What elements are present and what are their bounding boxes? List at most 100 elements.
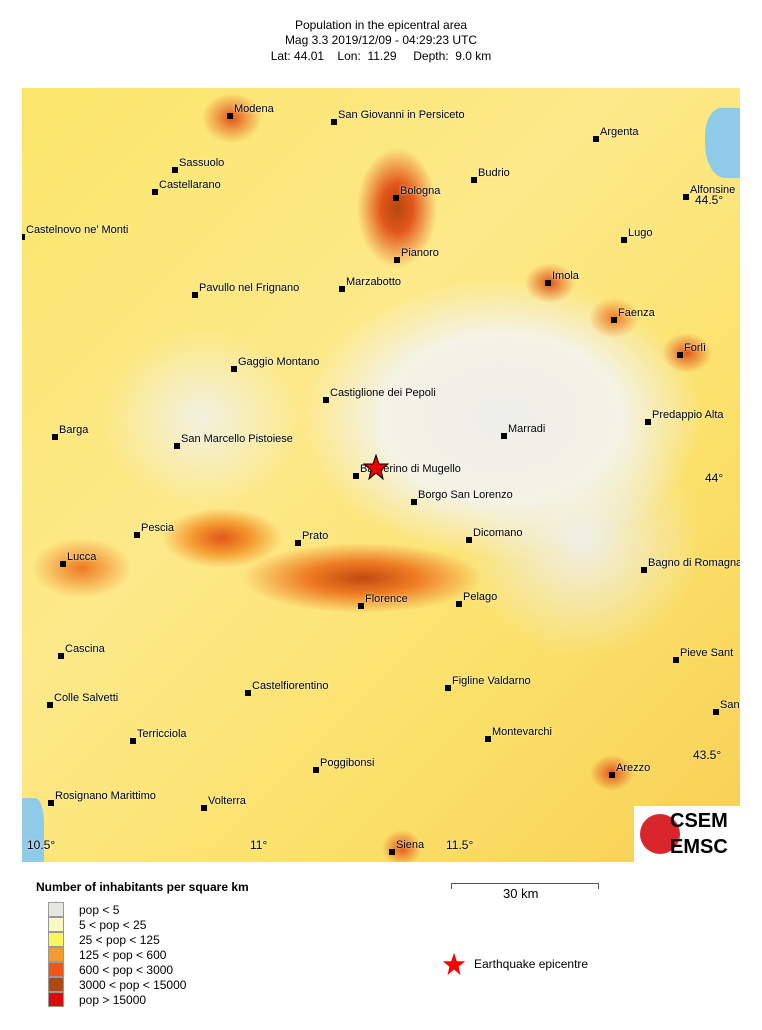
city-dot-icon bbox=[358, 603, 364, 609]
city-label: Budrio bbox=[478, 167, 510, 179]
city-dot-icon bbox=[192, 292, 198, 298]
city-label: Poggibonsi bbox=[320, 757, 375, 769]
city-label: Colle Salvetti bbox=[54, 692, 119, 704]
city-label: Pavullo nel Frignano bbox=[199, 282, 300, 294]
lon-label: 10.5° bbox=[27, 838, 56, 852]
city-dot-icon bbox=[673, 657, 679, 663]
city-label: Borgo San Lorenzo bbox=[418, 489, 513, 501]
city-label: Castelnovo ne' Monti bbox=[26, 224, 129, 236]
city-dot-icon bbox=[339, 286, 345, 292]
legend-swatch bbox=[48, 977, 64, 992]
city-dot-icon bbox=[174, 443, 180, 449]
city-dot-icon bbox=[231, 366, 237, 372]
lat-label: 44° bbox=[705, 471, 724, 485]
legend-label: 600 < pop < 3000 bbox=[79, 963, 174, 977]
city-label: Forlì bbox=[684, 342, 706, 354]
city-dot-icon bbox=[394, 257, 400, 263]
city-label: Cascina bbox=[65, 643, 105, 655]
population-map[interactable]: Modena San Giovanni in Persiceto Argenta Sa… bbox=[22, 88, 740, 862]
epicentre-star-icon bbox=[363, 454, 389, 480]
city-dot-icon bbox=[389, 849, 395, 855]
city-label: Argenta bbox=[600, 126, 639, 138]
legend-label: 3000 < pop < 15000 bbox=[79, 978, 187, 992]
city-dot-icon bbox=[677, 352, 683, 358]
city-dot-icon bbox=[411, 499, 417, 505]
city-dot-icon bbox=[353, 473, 359, 479]
city-label: Montevarchi bbox=[492, 726, 552, 738]
city-label: Pescia bbox=[141, 522, 175, 534]
legend-swatch bbox=[48, 962, 64, 977]
city-label: Barga bbox=[59, 424, 89, 436]
city-dot-icon bbox=[201, 805, 207, 811]
city-dot-icon bbox=[172, 167, 178, 173]
city-dot-icon bbox=[393, 195, 399, 201]
city-dot-icon bbox=[134, 532, 140, 538]
city-dot-icon bbox=[245, 690, 251, 696]
city-label: Pieve Sant bbox=[680, 647, 734, 659]
legend-swatch bbox=[48, 947, 64, 962]
legend-epicentre-label: Earthquake epicentre bbox=[474, 957, 589, 971]
event-info: Mag 3.3 2019/12/09 - 04:29:23 UTC bbox=[284, 33, 478, 47]
city-dot-icon bbox=[713, 709, 719, 715]
legend-label: 25 < pop < 125 bbox=[79, 933, 160, 947]
city-label: Lugo bbox=[628, 227, 653, 239]
city-dot-icon bbox=[60, 561, 66, 567]
city-label: Gaggio Montano bbox=[238, 356, 320, 368]
city-label: Bagno di Romagna bbox=[648, 557, 740, 569]
legend-label: pop > 15000 bbox=[79, 993, 147, 1007]
city-dot-icon bbox=[58, 653, 64, 659]
legend-label: pop < 5 bbox=[79, 903, 120, 917]
city-dot-icon bbox=[295, 540, 301, 546]
lat-label: 44.5° bbox=[695, 193, 724, 207]
city-label: Predappio Alta bbox=[652, 409, 724, 421]
city-dot-icon bbox=[130, 738, 136, 744]
city-dot-icon bbox=[22, 234, 25, 240]
city-dot-icon bbox=[445, 685, 451, 691]
location-info: Lat: 44.01 Lon: 11.29 Depth: 9.0 km bbox=[270, 49, 492, 63]
city-dot-icon bbox=[501, 433, 507, 439]
lat-label: 43.5° bbox=[693, 748, 722, 762]
city-label: Arezzo bbox=[616, 762, 651, 774]
city-label: Marzabotto bbox=[346, 276, 402, 288]
city-dot-icon bbox=[641, 567, 647, 573]
city-label: Dicomano bbox=[473, 527, 523, 539]
city-label: Prato bbox=[302, 530, 329, 542]
scale-bar bbox=[451, 883, 599, 889]
city-label: Faenza bbox=[618, 307, 655, 319]
city-dot-icon bbox=[227, 113, 233, 119]
city-dot-icon bbox=[471, 177, 477, 183]
legend-epicentre-star-icon bbox=[442, 952, 466, 976]
scale-label: 30 km bbox=[503, 886, 539, 901]
csem-emsc-logo: CSEM EMSC bbox=[634, 806, 740, 862]
city-label: San Marcello Pistoiese bbox=[181, 433, 293, 445]
city-dot-icon bbox=[47, 702, 53, 708]
city-label: Modena bbox=[234, 103, 274, 115]
city-dot-icon bbox=[48, 800, 54, 806]
sea-lagoon bbox=[705, 108, 740, 178]
lon-label: 11° bbox=[250, 838, 268, 852]
legend-swatch bbox=[48, 902, 64, 917]
city-label: Figline Valdarno bbox=[452, 675, 531, 687]
city-dot-icon bbox=[621, 237, 627, 243]
legend-label: 125 < pop < 600 bbox=[79, 948, 167, 962]
map-title: Population in the epicentral area bbox=[294, 18, 468, 32]
city-label: San bbox=[720, 699, 740, 711]
city-dot-icon bbox=[485, 736, 491, 742]
city-label: Castiglione dei Pepoli bbox=[330, 387, 436, 399]
city-dot-icon bbox=[609, 772, 615, 778]
city-label: Castellarano bbox=[159, 179, 221, 191]
city-dot-icon bbox=[152, 189, 158, 195]
city-dot-icon bbox=[645, 419, 651, 425]
city-label: Volterra bbox=[208, 795, 246, 807]
sea-coast bbox=[22, 798, 44, 862]
city-label: Lucca bbox=[67, 551, 97, 563]
city-label: Sassuolo bbox=[179, 157, 225, 169]
legend-title: Number of inhabitants per square km bbox=[36, 880, 249, 894]
city-dot-icon bbox=[683, 194, 689, 200]
city-label: Alfonsine bbox=[690, 184, 736, 196]
city-dot-icon bbox=[331, 119, 337, 125]
city-label: Florence bbox=[365, 593, 408, 605]
city-label: Castelfiorentino bbox=[252, 680, 329, 692]
city-label: Imola bbox=[552, 270, 579, 282]
city-dot-icon bbox=[593, 136, 599, 142]
